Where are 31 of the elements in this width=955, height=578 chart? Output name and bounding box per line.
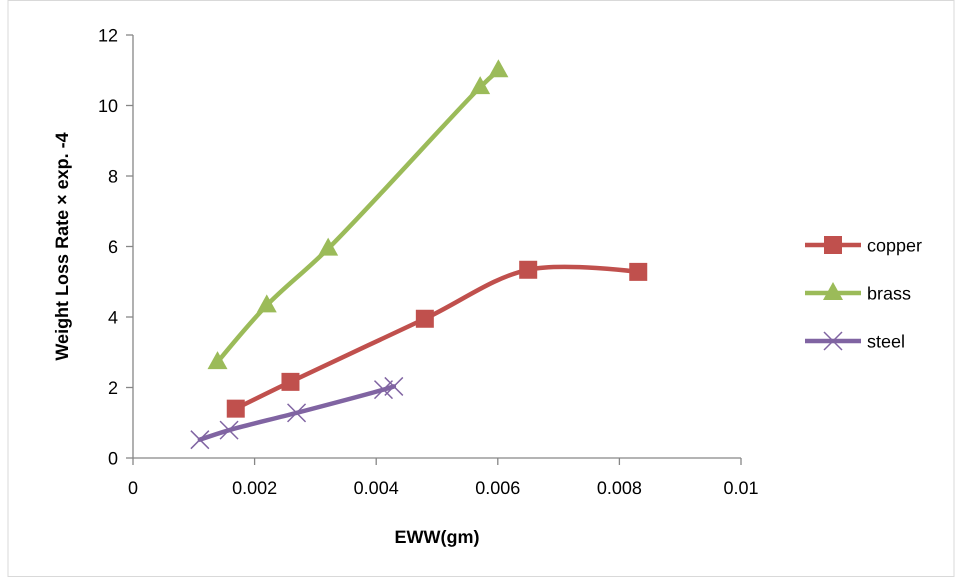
x-tick-label: 0.008 xyxy=(596,478,642,498)
legend-label: brass xyxy=(867,283,912,304)
x-axis-title: EWW(gm) xyxy=(394,527,480,547)
y-tick-label: 0 xyxy=(108,448,118,468)
point xyxy=(519,260,538,279)
point xyxy=(318,238,338,256)
x-tick-label: 0.006 xyxy=(475,478,520,498)
legend-label: copper xyxy=(867,235,922,256)
point xyxy=(470,76,490,94)
point xyxy=(226,400,245,418)
y-tick-label: 4 xyxy=(108,307,118,328)
y-tick-label: 2 xyxy=(108,378,118,398)
point xyxy=(384,376,404,396)
y-tick-label: 12 xyxy=(98,25,118,46)
x-tick-label: 0 xyxy=(128,478,138,498)
point xyxy=(374,380,394,400)
point xyxy=(629,262,648,281)
point xyxy=(488,59,508,78)
y-axis-title: Weight Loss Rate × exp. -4 xyxy=(52,132,72,361)
point xyxy=(286,403,306,423)
legend-label: steel xyxy=(867,331,906,352)
point xyxy=(416,310,434,328)
y-tick-label: 8 xyxy=(108,166,118,186)
point xyxy=(219,420,239,440)
y-tick-label: 10 xyxy=(98,96,118,116)
y-tick-label: 6 xyxy=(108,236,118,257)
point xyxy=(281,372,300,391)
point xyxy=(190,430,210,450)
x-tick-label: 0.01 xyxy=(723,478,759,498)
x-tick-label: 0.004 xyxy=(354,478,399,498)
x-tick-label: 0.002 xyxy=(232,478,278,498)
